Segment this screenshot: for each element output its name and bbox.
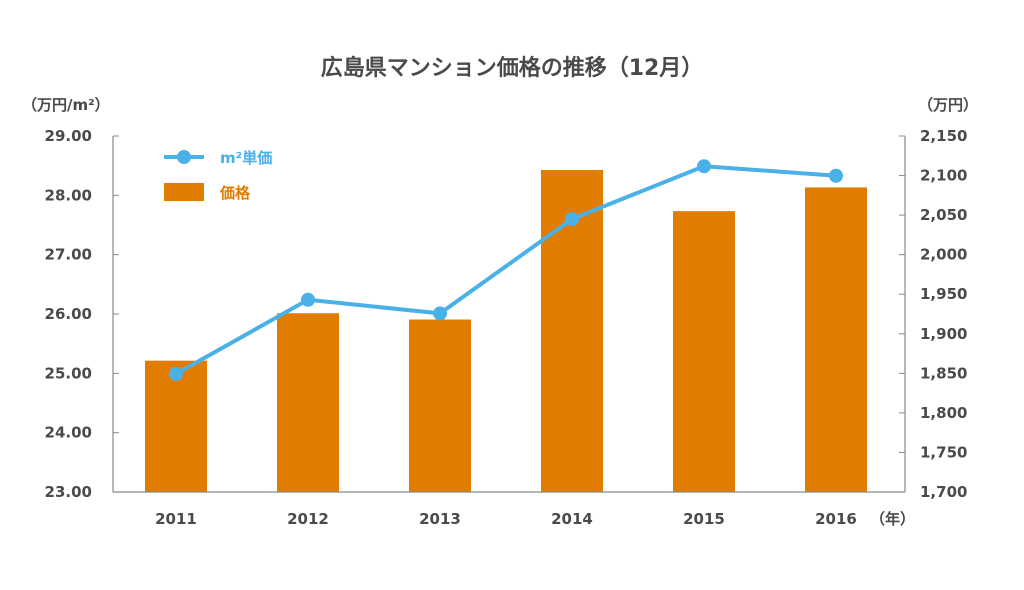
right-tick-label: 1,800 [920, 404, 967, 422]
right-tick-label: 2,150 [920, 127, 967, 145]
left-tick-label: 26.00 [45, 305, 92, 323]
right-tick-label: 2,100 [920, 167, 967, 185]
right-tick-label: 2,050 [920, 206, 967, 224]
point-2016 [829, 168, 843, 183]
legend-line-marker [177, 150, 191, 164]
bar-2015 [673, 211, 735, 492]
bar-2011 [145, 360, 207, 492]
point-2013 [433, 306, 447, 321]
axes: 23.00 24.00 25.00 26.00 27.00 28.00 29.00 1,700… [45, 127, 968, 528]
left-tick-label: 25.00 [45, 364, 92, 382]
bar-2016 [805, 187, 867, 492]
x-tick-label: 2012 [287, 510, 329, 528]
legend-label-price: 価格 [219, 184, 251, 202]
point-2015 [697, 159, 711, 174]
legend-label-unit-price: m²単価 [220, 149, 272, 167]
left-tick-label: 28.00 [45, 186, 92, 204]
x-tick-label: 2016 [815, 510, 857, 528]
right-tick-label: 1,900 [920, 325, 967, 343]
right-tick-label: 1,950 [920, 285, 967, 303]
line-series [169, 159, 843, 381]
legend-bar-swatch [164, 183, 204, 201]
right-tick-label: 2,000 [920, 246, 967, 264]
point-2014 [565, 212, 579, 227]
point-2011 [169, 366, 183, 381]
left-tick-label: 24.00 [45, 424, 92, 442]
right-tick-label: 1,850 [920, 364, 967, 382]
x-axis-unit: （年） [870, 510, 915, 528]
right-axis-unit: （万円） [918, 96, 978, 114]
unit-price-line [175, 164, 837, 376]
chart-title: 広島県マンション価格の推移（12月） [321, 55, 704, 81]
point-2012 [301, 292, 315, 307]
x-tick-label: 2013 [419, 510, 461, 528]
bar-2012 [277, 313, 339, 492]
right-tick-label: 1,700 [920, 483, 967, 501]
left-tick-label: 29.00 [45, 127, 92, 145]
x-tick-label: 2015 [683, 510, 725, 528]
bar-2013 [409, 319, 471, 492]
left-tick-label: 23.00 [45, 483, 92, 501]
right-tick-label: 1,750 [920, 443, 967, 461]
x-tick-label: 2011 [155, 510, 197, 528]
left-axis-unit: （万円/m²） [22, 96, 110, 114]
x-tick-label: 2014 [551, 510, 593, 528]
left-tick-label: 27.00 [45, 246, 92, 264]
